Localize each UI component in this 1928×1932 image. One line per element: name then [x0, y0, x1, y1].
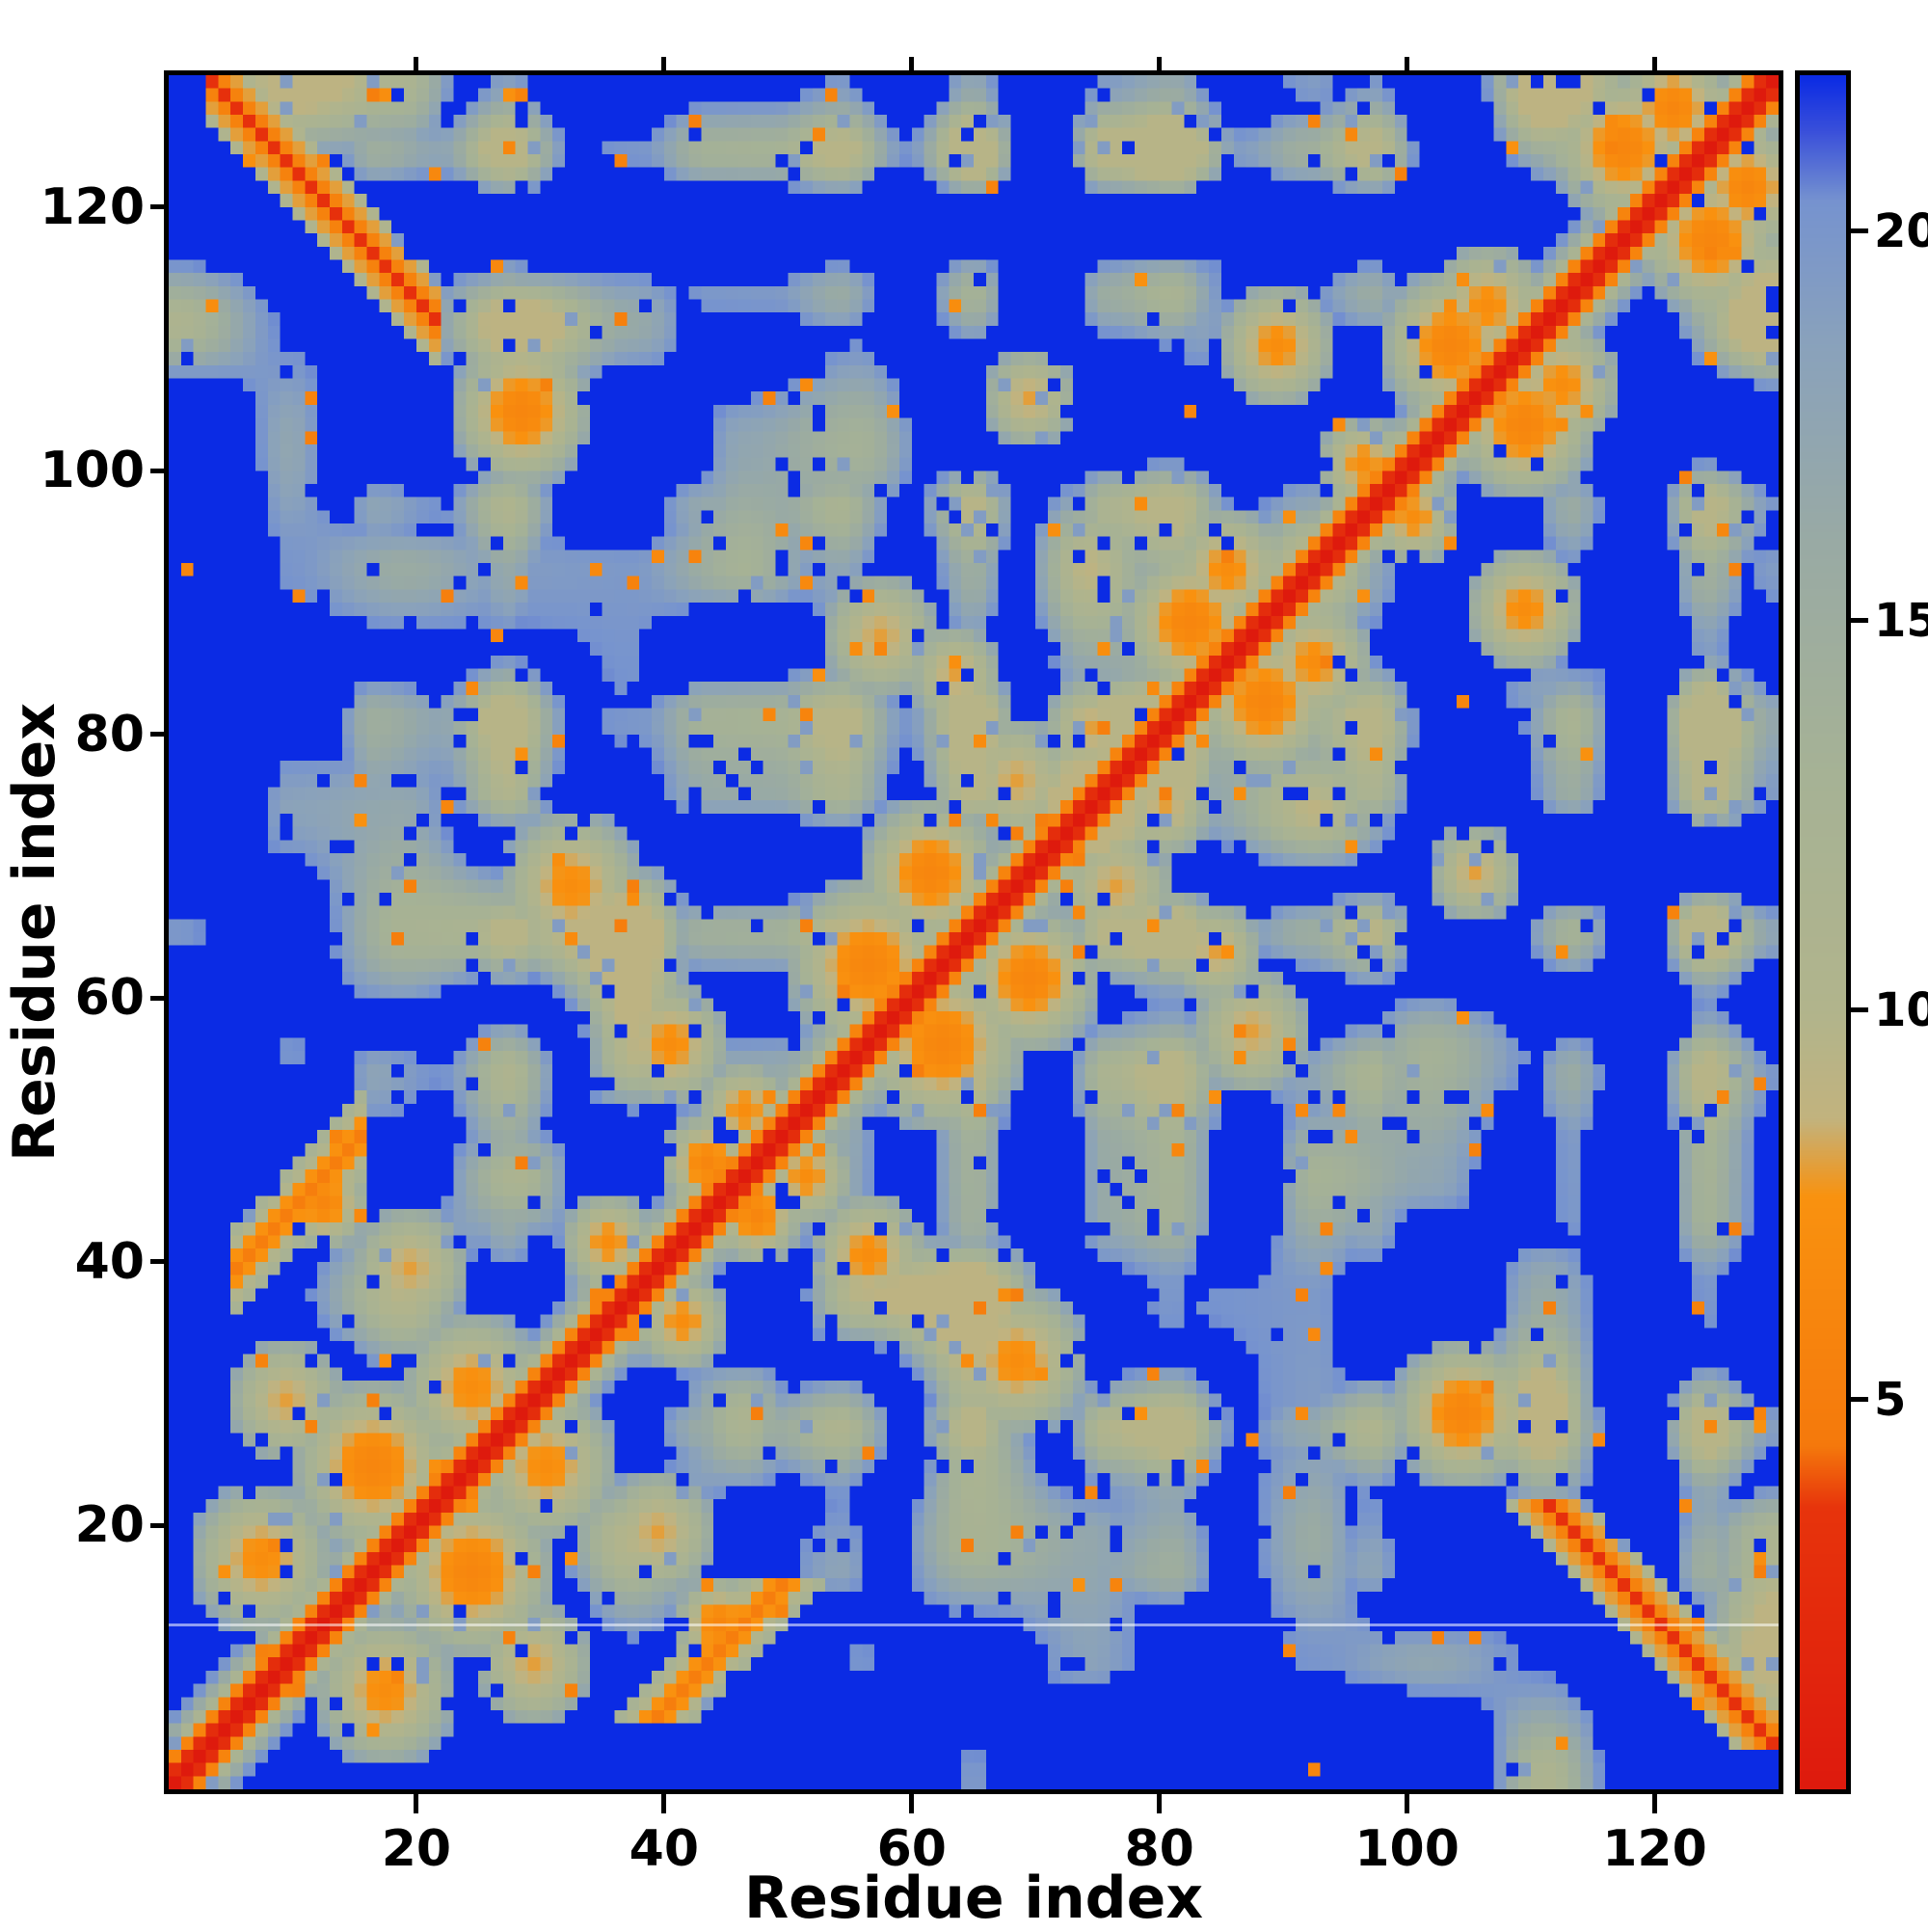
- artifact-line: [169, 1623, 1779, 1626]
- y-tick-mark: [150, 995, 164, 1001]
- x-tick-mark: [1157, 1794, 1163, 1813]
- x-tick-label: 100: [1354, 1820, 1459, 1878]
- heatmap-canvas: [169, 75, 1779, 1789]
- y-tick-mark: [150, 468, 164, 473]
- x-tick-mark: [661, 1794, 667, 1813]
- y-tick-label: 60: [74, 969, 145, 1028]
- x-tick-mark-top: [1405, 57, 1410, 70]
- x-tick-label: 60: [876, 1820, 947, 1878]
- x-tick-mark: [1652, 1794, 1658, 1813]
- y-tick-label: 80: [74, 705, 145, 764]
- colorbar-tick-label: 5: [1874, 1372, 1907, 1427]
- x-tick-mark: [909, 1794, 915, 1813]
- x-tick-label: 40: [629, 1820, 700, 1878]
- x-tick-mark-top: [909, 57, 915, 70]
- x-axis-label: Residue index: [743, 1865, 1204, 1932]
- colorbar-tick-label: 10: [1874, 982, 1928, 1037]
- x-tick-label: 80: [1124, 1820, 1194, 1878]
- x-tick-label: 120: [1602, 1820, 1707, 1878]
- y-tick-label: 20: [74, 1496, 145, 1555]
- y-tick-mark: [150, 204, 164, 210]
- x-tick-mark-top: [661, 57, 667, 70]
- x-tick-mark: [1405, 1794, 1410, 1813]
- colorbar-gradient: [1800, 75, 1846, 1789]
- colorbar-tick-label: 20: [1874, 203, 1928, 258]
- x-tick-mark-top: [1157, 57, 1163, 70]
- y-tick-label: 120: [40, 177, 145, 236]
- x-tick-mark-top: [1652, 57, 1658, 70]
- heatmap-plot-area: [164, 70, 1783, 1794]
- y-axis-label: Residue index: [1, 702, 68, 1163]
- colorbar-tick-label: 15: [1874, 593, 1928, 648]
- x-tick-mark: [414, 1794, 419, 1813]
- y-tick-mark: [150, 732, 164, 738]
- colorbar-tick-mark: [1851, 228, 1868, 234]
- y-tick-label: 40: [74, 1232, 145, 1291]
- x-tick-mark-top: [414, 57, 419, 70]
- y-tick-mark: [150, 1522, 164, 1528]
- colorbar-tick-mark: [1851, 618, 1868, 624]
- y-tick-mark: [150, 1259, 164, 1265]
- colorbar-tick-mark: [1851, 1007, 1868, 1013]
- x-tick-label: 20: [381, 1820, 452, 1878]
- colorbar: [1795, 70, 1851, 1794]
- y-tick-label: 100: [40, 442, 145, 500]
- colorbar-tick-mark: [1851, 1397, 1868, 1403]
